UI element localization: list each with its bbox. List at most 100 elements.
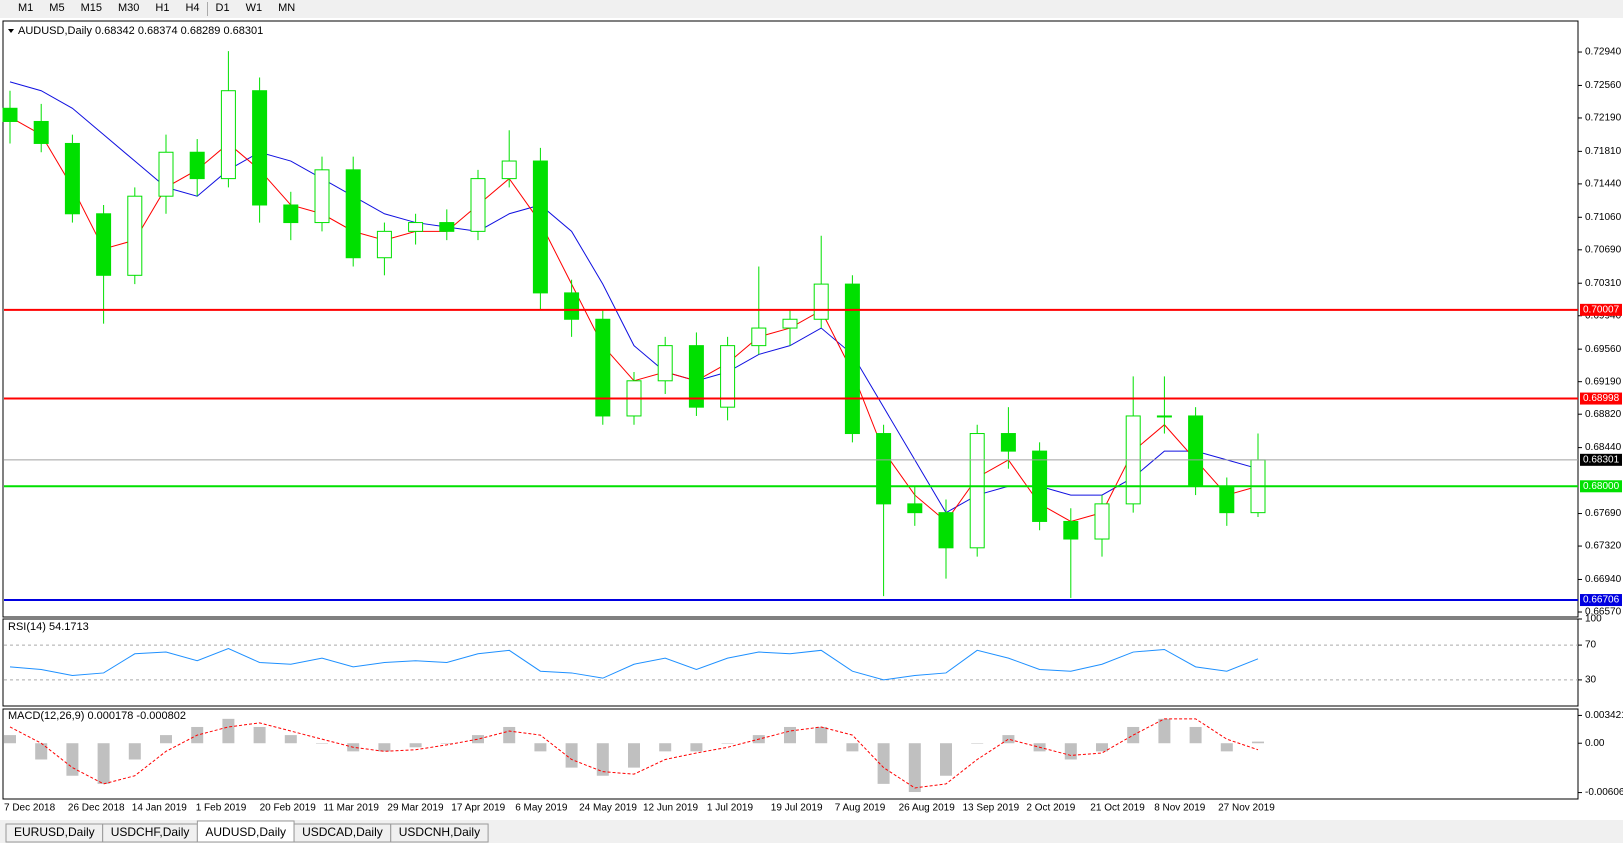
candle-body: [252, 90, 268, 206]
candle-body: [1094, 503, 1110, 540]
macd-bar: [284, 735, 297, 744]
x-tick-label: 13 Sep 2019: [963, 803, 1020, 814]
candle-body: [345, 169, 361, 259]
timeframe-button[interactable]: W1: [246, 2, 263, 14]
x-tick-label: 1 Feb 2019: [196, 803, 247, 814]
timeframe-button[interactable]: H4: [185, 2, 199, 14]
macd-bar: [940, 743, 952, 776]
y-tick-label: 0.72940: [1585, 47, 1622, 58]
price-label-box: [1580, 480, 1622, 493]
y-tick-label: 0.69940: [1585, 310, 1622, 321]
price-label-box: [1580, 594, 1622, 607]
x-tick-label: 1 Jul 2019: [707, 803, 754, 814]
x-tick-label: 11 Mar 2019: [324, 803, 380, 814]
tab-label[interactable]: AUDUSD,Daily: [205, 825, 286, 839]
macd-bar: [1252, 741, 1264, 744]
collapse-arrow: [8, 29, 14, 33]
candle-body: [283, 204, 299, 224]
macd-panel: [2, 708, 1579, 800]
timeframe-button[interactable]: H1: [155, 2, 169, 14]
macd-bar: [66, 743, 79, 776]
candle-body: [688, 345, 704, 408]
y-tick-label: 0.00: [1585, 738, 1605, 749]
macd-title: MACD(12,26,9) 0.000178 -0.000802: [8, 710, 186, 722]
price-label: 0.68000: [1583, 481, 1620, 492]
x-tick-label: 8 Nov 2019: [1154, 803, 1206, 814]
candle-body: [501, 160, 517, 180]
x-tick-label: 26 Dec 2018: [68, 803, 125, 814]
price-label-box: [1580, 453, 1622, 466]
chart-title: AUDUSD,Daily 0.68342 0.68374 0.68289 0.6…: [18, 25, 263, 37]
x-tick-label: 19 Jul 2019: [771, 803, 823, 814]
macd-bar: [1002, 735, 1015, 744]
tab-label[interactable]: USDCAD,Daily: [302, 825, 383, 839]
macd-bar: [534, 743, 547, 752]
y-tick-label: 0.68820: [1585, 409, 1622, 420]
timeframe-button[interactable]: M30: [118, 2, 139, 14]
candle-body: [2, 107, 18, 122]
y-tick-label: 0.72560: [1585, 80, 1622, 91]
candle-body: [220, 90, 236, 180]
y-tick-label: 0.66570: [1585, 607, 1622, 618]
timeframe-button[interactable]: D1: [216, 2, 230, 14]
candle-body: [376, 230, 392, 259]
macd-bar: [659, 743, 672, 752]
y-tick-label: -0.006069: [1585, 787, 1623, 798]
macd-bar: [160, 735, 172, 744]
y-tick-label: 70: [1585, 640, 1597, 651]
y-tick-label: 0.69560: [1585, 344, 1622, 355]
price-label: 0.68301: [1583, 454, 1620, 465]
macd-bar: [35, 743, 48, 760]
y-tick-label: 0.71440: [1585, 179, 1622, 190]
macd-bar: [472, 735, 484, 744]
tab[interactable]: [390, 823, 489, 843]
candle-body: [1063, 520, 1079, 540]
tab-label[interactable]: USDCHF,Daily: [111, 825, 190, 839]
tab-label[interactable]: EURUSD,Daily: [14, 825, 95, 839]
candle-body: [1156, 415, 1172, 418]
x-tick-label: 26 Aug 2019: [899, 803, 956, 814]
macd-bar: [690, 743, 703, 752]
candle-body: [751, 327, 767, 347]
macd-bar: [409, 743, 422, 748]
toolbar: [0, 0, 1623, 18]
macd-signal: [9, 718, 1259, 789]
macd-bar: [1096, 743, 1108, 752]
macd-bar: [784, 726, 796, 744]
y-tick-label: 0.69190: [1585, 376, 1622, 387]
macd-bar: [908, 743, 921, 793]
tab-label[interactable]: USDCNH,Daily: [399, 825, 480, 839]
candle-body: [907, 503, 923, 514]
y-tick-label: 30: [1585, 675, 1597, 686]
timeframe-button[interactable]: M15: [81, 2, 102, 14]
timeframe-button[interactable]: M1: [18, 2, 33, 14]
macd-bar: [378, 743, 391, 752]
y-tick-label: 0.72190: [1585, 113, 1622, 124]
macd-bar: [1189, 726, 1202, 744]
x-tick-label: 21 Oct 2019: [1090, 803, 1145, 814]
candle-body: [1219, 485, 1235, 514]
candle-body: [127, 195, 143, 276]
macd-bar: [628, 743, 640, 768]
y-tick-label: 0.70310: [1585, 278, 1622, 289]
macd-bar: [128, 743, 141, 760]
macd-bar: [4, 735, 16, 744]
candle-body: [720, 345, 736, 408]
y-tick-label: 0.67320: [1585, 541, 1622, 552]
rsi-title: RSI(14) 54.1713: [8, 621, 89, 633]
y-tick-label: 0.71060: [1585, 212, 1622, 223]
x-tick-label: 27 Nov 2019: [1218, 803, 1275, 814]
candle-body: [657, 345, 673, 382]
macd-bar: [503, 726, 516, 744]
macd-bar: [815, 726, 828, 744]
timeframe-button[interactable]: MN: [278, 2, 295, 14]
candle-body: [439, 222, 455, 232]
x-tick-label: 20 Feb 2019: [260, 803, 317, 814]
candle-body: [1000, 433, 1016, 452]
timeframe-button[interactable]: M5: [49, 2, 64, 14]
candle-body: [1188, 415, 1204, 487]
y-tick-label: 0.66940: [1585, 574, 1622, 585]
macd-bar: [1220, 743, 1233, 752]
macd-bar: [1064, 743, 1077, 760]
